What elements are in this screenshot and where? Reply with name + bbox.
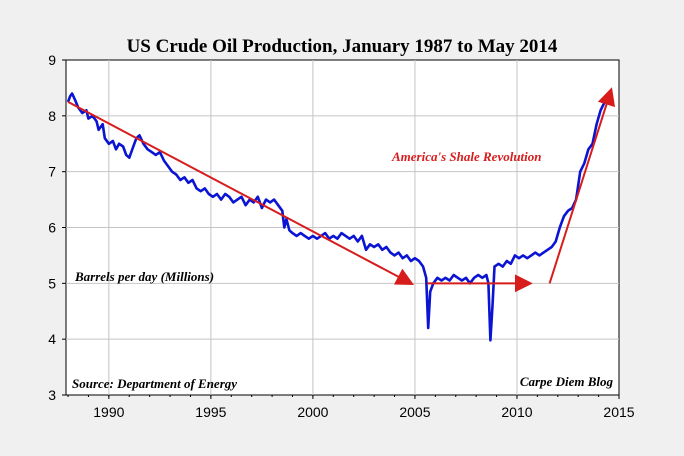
y-tick-label: 4 [48,331,56,347]
credit-note: Carpe Diem Blog [520,374,614,389]
x-tick-label: 2005 [399,404,430,420]
chart-title: US Crude Oil Production, January 1987 to… [127,36,558,57]
y-tick-label: 7 [48,164,56,180]
y-tick-label: 8 [48,108,56,124]
y-tick-label: 5 [48,275,56,291]
series-group [66,92,610,342]
y-axis: 3 4 5 6 7 8 9 [48,52,66,403]
trend-arrow [548,87,616,284]
x-tick-label: 1995 [195,404,226,420]
x-tick-label: 1990 [93,404,124,420]
x-tick-label: 2010 [501,404,532,420]
source-note: Source: Department of Energy [72,376,237,391]
y-tick-label: 3 [48,387,56,403]
y-tick-label: 6 [48,220,56,236]
trend-arrow [67,100,415,286]
x-axis: 1990 1995 2000 2005 2010 2015 [67,395,635,420]
trend-arrows [67,87,616,293]
y-tick-label: 9 [48,52,56,68]
x-tick-label: 2015 [603,404,634,420]
x-tick-label: 2000 [297,404,328,420]
gridlines [66,60,619,395]
series-line [66,92,610,342]
shale-annotation: America's Shale Revolution [391,149,542,164]
y-axis-label: Barrels per day (Millions) [74,269,214,284]
